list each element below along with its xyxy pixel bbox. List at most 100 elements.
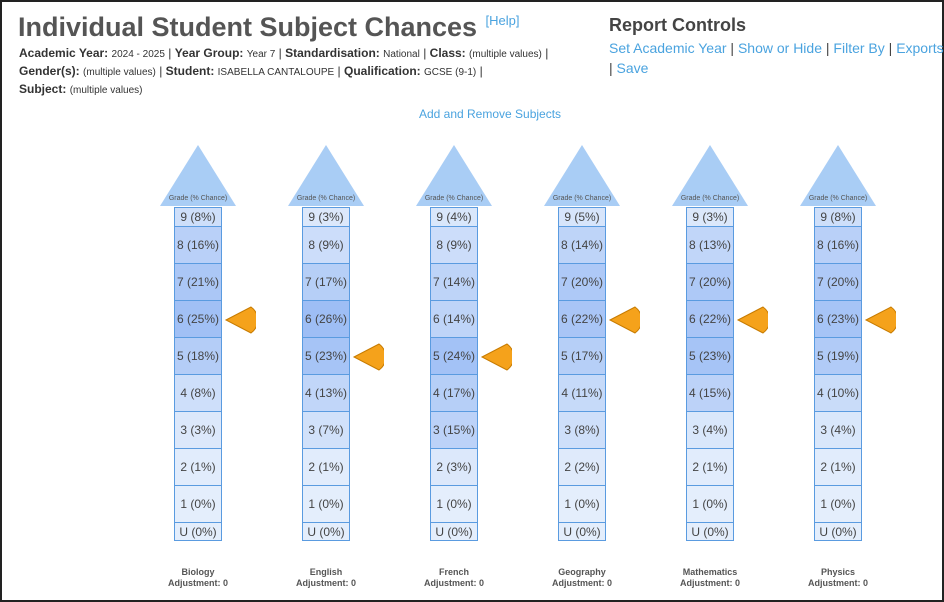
arrow-head-icon bbox=[800, 145, 876, 206]
report-controls-links: Set Academic Year | Show or Hide | Filte… bbox=[609, 38, 944, 78]
grade-cell-4[interactable]: 4 (17%) bbox=[430, 374, 478, 412]
grade-cell-9[interactable]: 9 (8%) bbox=[174, 207, 222, 227]
grade-cell-2[interactable]: 2 (3%) bbox=[430, 448, 478, 486]
grade-cell-7[interactable]: 7 (21%) bbox=[174, 263, 222, 301]
grade-cell-7[interactable]: 7 (14%) bbox=[430, 263, 478, 301]
grade-cell-6[interactable]: 6 (25%) bbox=[174, 300, 222, 338]
grade-cell-4[interactable]: 4 (11%) bbox=[558, 374, 606, 412]
title-row: Individual Student Subject Chances [Help… bbox=[18, 12, 520, 43]
grade-cell-8[interactable]: 8 (16%) bbox=[174, 226, 222, 264]
arrow-head-icon bbox=[672, 145, 748, 206]
add-remove-subjects-link[interactable]: Add and Remove Subjects bbox=[418, 107, 562, 121]
grade-cell-7[interactable]: 7 (20%) bbox=[814, 263, 862, 301]
grade-cell-3[interactable]: 3 (8%) bbox=[558, 411, 606, 449]
grade-cell-3[interactable]: 3 (7%) bbox=[302, 411, 350, 449]
grade-cell-9[interactable]: 9 (5%) bbox=[558, 207, 606, 227]
grade-cell-1[interactable]: 1 (0%) bbox=[430, 485, 478, 523]
grade-cell-5[interactable]: 5 (23%) bbox=[302, 337, 350, 375]
grade-cell-8[interactable]: 8 (9%) bbox=[302, 226, 350, 264]
save-link[interactable]: Save bbox=[616, 60, 649, 76]
separator: | bbox=[159, 64, 163, 78]
exports-link[interactable]: Exports bbox=[896, 40, 944, 56]
grade-cell-5[interactable]: 5 (24%) bbox=[430, 337, 478, 375]
grade-cell-u[interactable]: U (0%) bbox=[558, 522, 606, 541]
grade-cell-8[interactable]: 8 (13%) bbox=[686, 226, 734, 264]
separator: | bbox=[545, 46, 549, 60]
grade-stack: 9 (3%) 8 (9%) 7 (17%) 6 (26%) 5 (23%) 4 (13%)… bbox=[302, 207, 350, 541]
target-grade-marker-icon bbox=[480, 343, 512, 371]
year-group-label: Year Group: bbox=[174, 46, 244, 60]
help-link[interactable]: [Help] bbox=[485, 13, 520, 28]
target-grade-marker-icon bbox=[736, 306, 768, 334]
grade-cell-8[interactable]: 8 (16%) bbox=[814, 226, 862, 264]
grade-cell-1[interactable]: 1 (0%) bbox=[302, 485, 350, 523]
grade-cell-4[interactable]: 4 (8%) bbox=[174, 374, 222, 412]
target-grade-marker-icon bbox=[608, 306, 640, 334]
grade-cell-u[interactable]: U (0%) bbox=[174, 522, 222, 541]
grade-cell-6[interactable]: 6 (22%) bbox=[686, 300, 734, 338]
report-controls-title: Report Controls bbox=[609, 15, 746, 35]
arrow-label: Grade (% Chance) bbox=[680, 195, 740, 202]
grade-cell-u[interactable]: U (0%) bbox=[430, 522, 478, 541]
separator: | bbox=[730, 40, 735, 56]
subject-label: Geography Adjustment: 0 bbox=[542, 567, 622, 589]
grade-cell-4[interactable]: 4 (10%) bbox=[814, 374, 862, 412]
class-label: Class: bbox=[429, 46, 466, 60]
grade-cell-5[interactable]: 5 (17%) bbox=[558, 337, 606, 375]
separator: | bbox=[168, 46, 172, 60]
grade-cell-9[interactable]: 9 (4%) bbox=[430, 207, 478, 227]
grade-cell-7[interactable]: 7 (20%) bbox=[558, 263, 606, 301]
subject-adjustment: Adjustment: 0 bbox=[423, 578, 484, 588]
grade-cell-5[interactable]: 5 (23%) bbox=[686, 337, 734, 375]
grade-cell-2[interactable]: 2 (1%) bbox=[686, 448, 734, 486]
grade-cell-u[interactable]: U (0%) bbox=[686, 522, 734, 541]
grade-cell-u[interactable]: U (0%) bbox=[814, 522, 862, 541]
separator: | bbox=[337, 64, 341, 78]
grade-cell-2[interactable]: 2 (1%) bbox=[814, 448, 862, 486]
grade-cell-9[interactable]: 9 (8%) bbox=[814, 207, 862, 227]
grade-cell-5[interactable]: 5 (19%) bbox=[814, 337, 862, 375]
year-group-value: Year 7 bbox=[246, 49, 276, 60]
grade-cell-3[interactable]: 3 (15%) bbox=[430, 411, 478, 449]
grade-cell-6[interactable]: 6 (23%) bbox=[814, 300, 862, 338]
grade-cell-2[interactable]: 2 (2%) bbox=[558, 448, 606, 486]
target-grade-marker-icon bbox=[864, 306, 896, 334]
filter-by-link[interactable]: Filter By bbox=[833, 40, 885, 56]
grade-cell-3[interactable]: 3 (4%) bbox=[686, 411, 734, 449]
grade-cell-u[interactable]: U (0%) bbox=[302, 522, 350, 541]
grade-cell-6[interactable]: 6 (14%) bbox=[430, 300, 478, 338]
show-or-hide-link[interactable]: Show or Hide bbox=[737, 40, 822, 56]
grade-stack: 9 (4%) 8 (9%) 7 (14%) 6 (14%) 5 (24%) 4 (17%)… bbox=[430, 207, 478, 541]
arrow-label: Grade (% Chance) bbox=[424, 195, 484, 202]
arrow-label: Grade (% Chance) bbox=[168, 195, 228, 202]
grade-cell-2[interactable]: 2 (1%) bbox=[174, 448, 222, 486]
grade-cell-1[interactable]: 1 (0%) bbox=[686, 485, 734, 523]
grade-cell-4[interactable]: 4 (13%) bbox=[302, 374, 350, 412]
grade-stack: 9 (8%) 8 (16%) 7 (20%) 6 (23%) 5 (19%) 4 (10%… bbox=[814, 207, 862, 541]
grade-cell-3[interactable]: 3 (4%) bbox=[814, 411, 862, 449]
arrow-head-icon bbox=[544, 145, 620, 206]
grade-cell-1[interactable]: 1 (0%) bbox=[558, 485, 606, 523]
grade-cell-9[interactable]: 9 (3%) bbox=[686, 207, 734, 227]
set-academic-year-link[interactable]: Set Academic Year bbox=[609, 40, 727, 56]
grade-cell-4[interactable]: 4 (15%) bbox=[686, 374, 734, 412]
grade-cell-6[interactable]: 6 (26%) bbox=[302, 300, 350, 338]
grade-cell-5[interactable]: 5 (18%) bbox=[174, 337, 222, 375]
grade-cell-7[interactable]: 7 (17%) bbox=[302, 263, 350, 301]
separator: | bbox=[479, 64, 483, 78]
grade-cell-6[interactable]: 6 (22%) bbox=[558, 300, 606, 338]
grade-cell-1[interactable]: 1 (0%) bbox=[174, 485, 222, 523]
grade-cell-2[interactable]: 2 (1%) bbox=[302, 448, 350, 486]
arrow-head-icon bbox=[288, 145, 364, 206]
grade-cell-8[interactable]: 8 (14%) bbox=[558, 226, 606, 264]
arrow-label: Grade (% Chance) bbox=[296, 195, 356, 202]
grade-cell-9[interactable]: 9 (3%) bbox=[302, 207, 350, 227]
grade-cell-3[interactable]: 3 (3%) bbox=[174, 411, 222, 449]
page-title: Individual Student Subject Chances bbox=[18, 12, 478, 42]
subject-name: French bbox=[438, 567, 469, 577]
grade-cell-1[interactable]: 1 (0%) bbox=[814, 485, 862, 523]
grade-cell-7[interactable]: 7 (20%) bbox=[686, 263, 734, 301]
grade-cell-8[interactable]: 8 (9%) bbox=[430, 226, 478, 264]
subject-name: Physics bbox=[820, 567, 856, 577]
subject-adjustment: Adjustment: 0 bbox=[295, 578, 356, 588]
